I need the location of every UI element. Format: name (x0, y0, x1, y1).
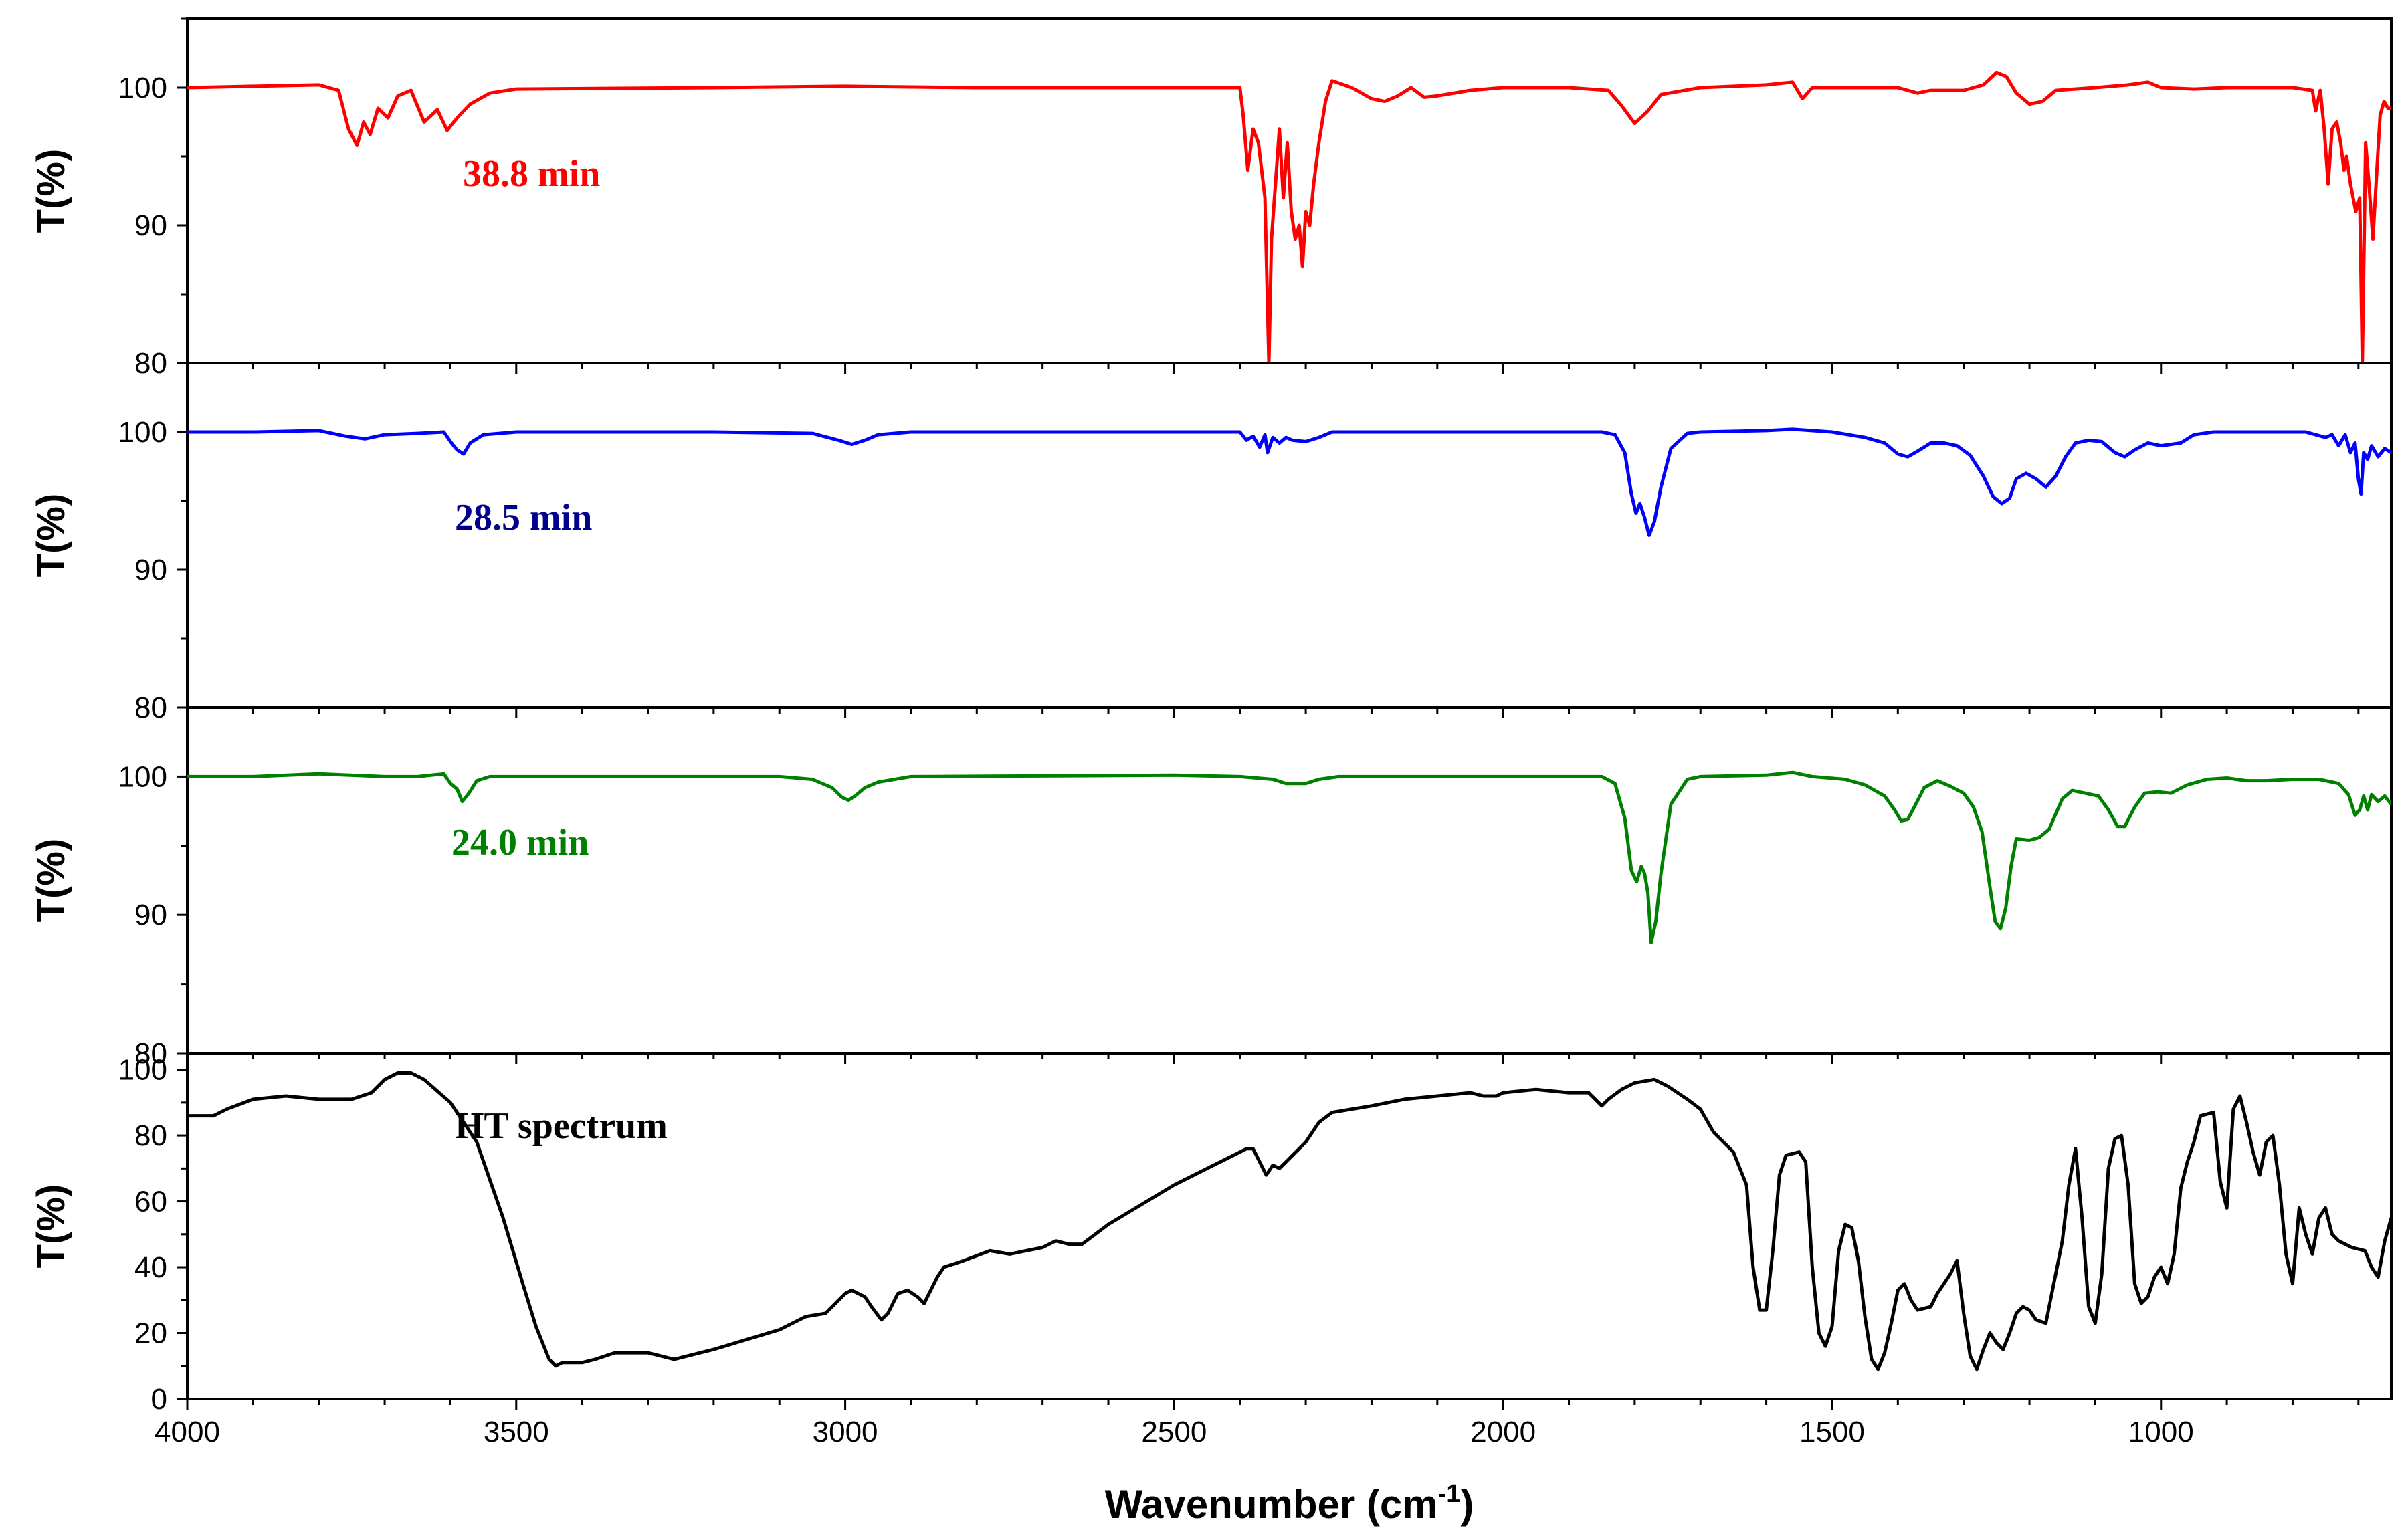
series-line-3 (187, 770, 2391, 945)
series-annotation-4: HT spectrum (455, 1105, 668, 1147)
x-tick-label: 1000 (2128, 1416, 2194, 1448)
panel-3: 100 90 80 T(%) 24.0 min (29, 706, 2393, 1070)
y-tick-label: 80 (134, 1037, 167, 1070)
y-tick-label: 20 (134, 1317, 167, 1350)
y-axis-title: T(%) (29, 839, 73, 923)
y-axis-title: T(%) (29, 149, 73, 233)
series-line-4 (187, 1071, 2391, 1372)
x-axis-title-superscript: -1 (1438, 1480, 1461, 1508)
x-tick-label: 3000 (813, 1416, 878, 1448)
y-tick-label: 80 (134, 1119, 167, 1152)
series-line-2 (187, 427, 2391, 537)
panel-1: 100 90 80 T(%) 38.8 min (29, 17, 2393, 380)
x-tick-label: 2500 (1141, 1416, 1207, 1448)
y-tick-label: 90 (134, 209, 167, 242)
x-tick-label: 2000 (1470, 1416, 1536, 1448)
x-tick-label: 4000 (155, 1416, 220, 1448)
panel-2: 100 90 80 T(%) 28.5 min (29, 362, 2393, 724)
series-annotation-2: 28.5 min (455, 497, 592, 538)
y-tick-label: 100 (118, 416, 167, 449)
y-tick-label: 90 (134, 899, 167, 932)
y-axis-title: T(%) (29, 1184, 73, 1269)
y-tick-label: 100 (118, 72, 167, 104)
y-axis-title: T(%) (29, 494, 73, 578)
x-axis-title: Wavenumber (cm-1) (1105, 1480, 1474, 1527)
series-annotation-3: 24.0 min (452, 822, 589, 863)
plot-frame (186, 706, 2393, 1055)
y-tick-label: 40 (134, 1251, 167, 1284)
series-line-1 (187, 70, 2391, 364)
y-tick-label: 80 (134, 347, 167, 380)
x-tick-label: 1500 (1799, 1416, 1865, 1448)
plot-frame (186, 1052, 2393, 1400)
panel-4: 100 80 60 40 20 0 T(%) HT spectrum (29, 1052, 2393, 1416)
y-tick-label: 0 (151, 1383, 167, 1416)
y-tick-label: 60 (134, 1186, 167, 1218)
y-tick-label: 90 (134, 554, 167, 586)
series-annotation-1: 38.8 min (463, 153, 600, 195)
y-tick-label: 100 (118, 760, 167, 793)
y-tick-label: 80 (134, 691, 167, 724)
x-tick-label: 3500 (484, 1416, 549, 1448)
y-tick-label: 100 (118, 1054, 167, 1087)
